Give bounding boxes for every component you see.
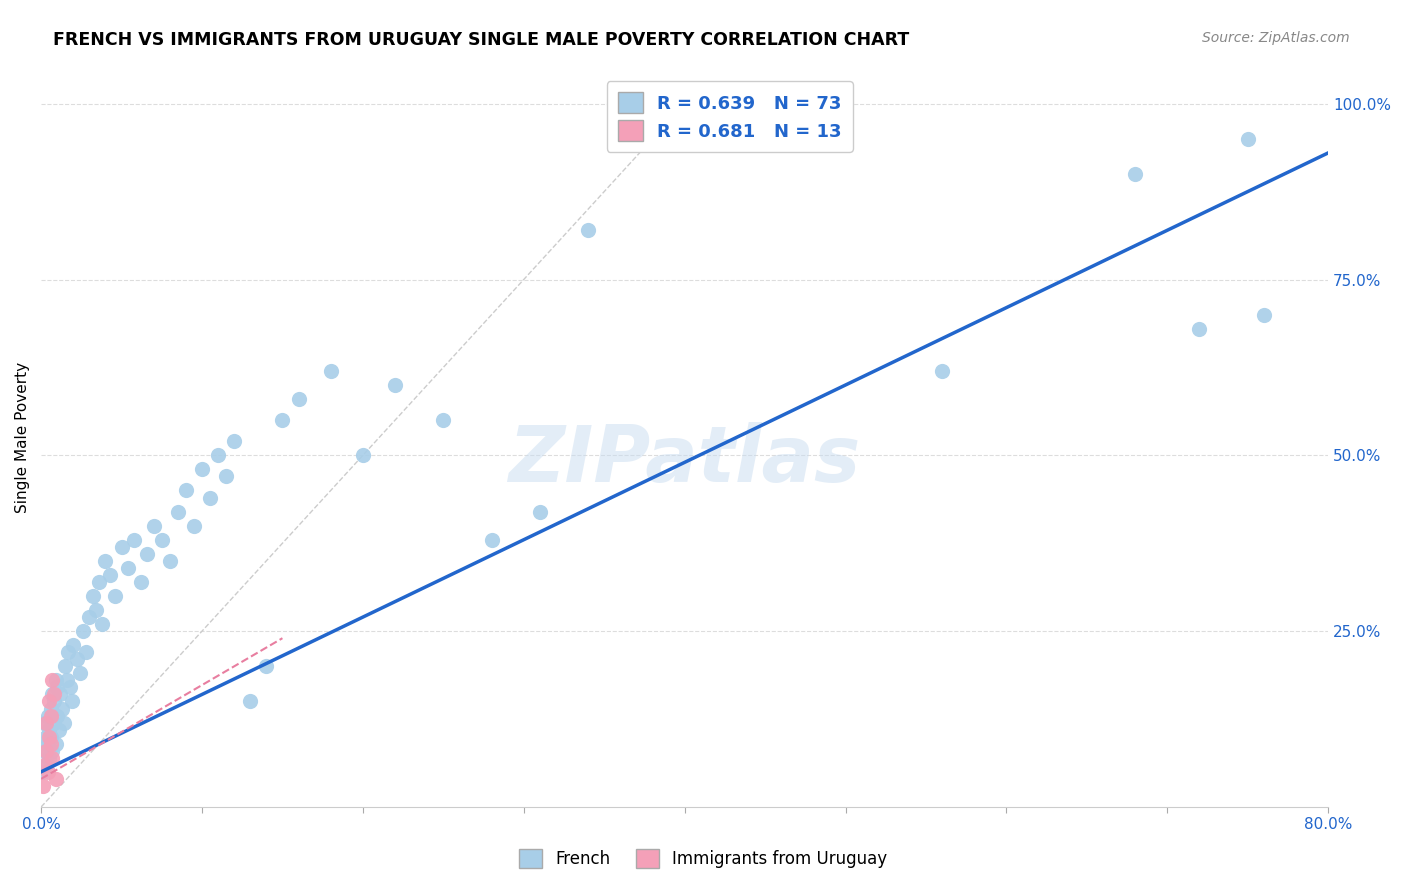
Text: Source: ZipAtlas.com: Source: ZipAtlas.com xyxy=(1202,31,1350,45)
Point xyxy=(183,518,205,533)
Point xyxy=(41,673,63,688)
Point xyxy=(39,701,62,715)
Point xyxy=(46,708,69,723)
Point xyxy=(45,673,67,688)
Point xyxy=(38,694,60,708)
Legend: French, Immigrants from Uruguay: French, Immigrants from Uruguay xyxy=(512,842,894,875)
Point xyxy=(91,617,114,632)
Point xyxy=(384,378,406,392)
Point xyxy=(207,448,229,462)
Point xyxy=(239,694,262,708)
Point xyxy=(1188,322,1211,336)
Point xyxy=(82,589,104,603)
Point xyxy=(41,688,63,702)
Legend: R = 0.639   N = 73, R = 0.681   N = 13: R = 0.639 N = 73, R = 0.681 N = 13 xyxy=(607,81,852,152)
Point xyxy=(48,723,70,737)
Point xyxy=(198,491,221,505)
Point xyxy=(37,764,59,779)
Point xyxy=(87,574,110,589)
Point xyxy=(191,462,214,476)
Text: FRENCH VS IMMIGRANTS FROM URUGUAY SINGLE MALE POVERTY CORRELATION CHART: FRENCH VS IMMIGRANTS FROM URUGUAY SINGLE… xyxy=(53,31,910,49)
Point xyxy=(215,469,238,483)
Point xyxy=(75,645,97,659)
Point xyxy=(79,610,101,624)
Point xyxy=(34,715,56,730)
Point xyxy=(41,744,63,758)
Point xyxy=(42,715,65,730)
Point xyxy=(319,364,342,378)
Point xyxy=(31,764,53,779)
Point xyxy=(72,624,94,639)
Point xyxy=(69,666,91,681)
Point xyxy=(35,730,58,744)
Point xyxy=(39,708,62,723)
Point xyxy=(59,681,82,695)
Point xyxy=(481,533,503,547)
Y-axis label: Single Male Poverty: Single Male Poverty xyxy=(15,362,30,513)
Point xyxy=(35,744,58,758)
Point xyxy=(94,554,117,568)
Point xyxy=(287,392,309,406)
Point xyxy=(150,533,173,547)
Point xyxy=(62,638,84,652)
Point xyxy=(84,603,107,617)
Point xyxy=(58,645,80,659)
Point xyxy=(37,737,59,751)
Point xyxy=(117,561,139,575)
Point xyxy=(53,659,76,673)
Point xyxy=(271,413,294,427)
Point xyxy=(52,715,75,730)
Point xyxy=(1253,308,1275,322)
Point xyxy=(124,533,146,547)
Point xyxy=(98,568,121,582)
Point xyxy=(254,659,277,673)
Point xyxy=(45,737,67,751)
Point xyxy=(104,589,127,603)
Point xyxy=(31,779,53,793)
Point xyxy=(45,772,67,786)
Point xyxy=(39,737,62,751)
Point xyxy=(529,505,551,519)
Point xyxy=(129,574,152,589)
Point xyxy=(60,694,83,708)
Point xyxy=(576,223,599,237)
Point xyxy=(35,715,58,730)
Point xyxy=(352,448,374,462)
Point xyxy=(41,750,63,764)
Point xyxy=(38,723,60,737)
Point xyxy=(51,701,73,715)
Point xyxy=(1236,132,1258,146)
Point xyxy=(224,434,246,449)
Point xyxy=(174,483,197,498)
Point xyxy=(37,708,59,723)
Point xyxy=(42,688,65,702)
Point xyxy=(432,413,454,427)
Point xyxy=(38,730,60,744)
Point xyxy=(56,673,79,688)
Point xyxy=(136,547,159,561)
Point xyxy=(39,730,62,744)
Point xyxy=(166,505,188,519)
Text: ZIPatlas: ZIPatlas xyxy=(509,422,860,498)
Point xyxy=(110,540,132,554)
Point xyxy=(159,554,181,568)
Point xyxy=(142,518,165,533)
Point xyxy=(65,652,87,666)
Point xyxy=(931,364,953,378)
Point xyxy=(42,694,65,708)
Point xyxy=(35,757,58,772)
Point xyxy=(34,744,56,758)
Point xyxy=(46,681,69,695)
Point xyxy=(38,750,60,764)
Point xyxy=(34,757,56,772)
Point xyxy=(49,688,72,702)
Point xyxy=(1123,167,1146,181)
